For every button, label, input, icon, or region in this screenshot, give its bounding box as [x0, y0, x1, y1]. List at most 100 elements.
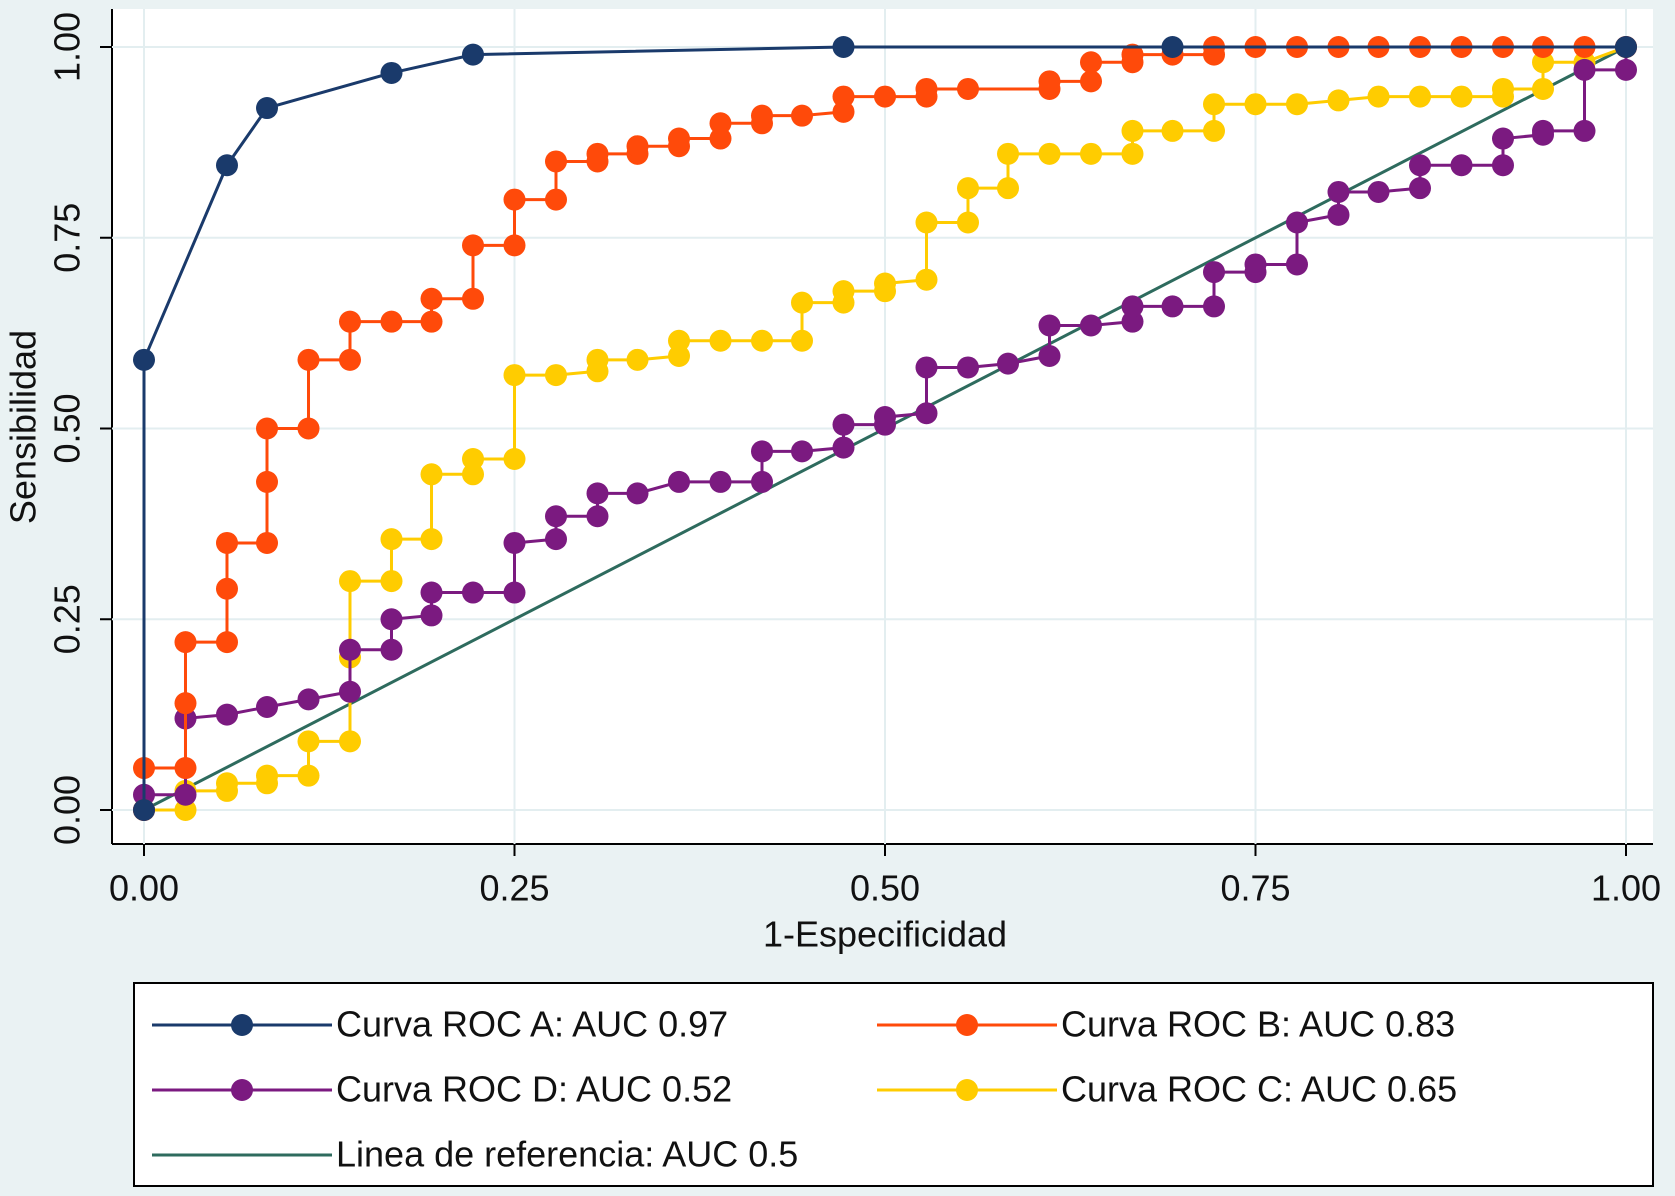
- point: [174, 799, 197, 821]
- x-tick-label: 0.00: [109, 868, 179, 909]
- point: [380, 608, 403, 631]
- point: [1038, 314, 1061, 337]
- point: [626, 348, 649, 371]
- point: [586, 482, 609, 505]
- point: [1450, 154, 1473, 177]
- legend-marker: [231, 1014, 253, 1036]
- point: [1038, 142, 1061, 165]
- point: [256, 470, 279, 493]
- point: [462, 287, 485, 310]
- point: [297, 764, 320, 787]
- point: [380, 310, 403, 333]
- point: [832, 36, 855, 58]
- point: [832, 436, 855, 459]
- point: [338, 570, 361, 593]
- point: [544, 364, 567, 387]
- point: [626, 135, 649, 158]
- point: [1121, 310, 1144, 333]
- point: [791, 440, 814, 463]
- point: [420, 310, 443, 333]
- point: [832, 85, 855, 108]
- point: [1079, 314, 1102, 337]
- point: [1327, 89, 1350, 112]
- point: [1203, 119, 1226, 142]
- point: [791, 104, 814, 127]
- point: [215, 631, 238, 654]
- point: [174, 692, 197, 715]
- point: [956, 77, 979, 100]
- point: [1409, 177, 1432, 200]
- legend-label: Linea de referencia: AUC 0.5: [336, 1134, 798, 1175]
- point: [750, 470, 773, 493]
- point: [997, 142, 1020, 165]
- y-tick-label: 0.25: [47, 584, 88, 654]
- point: [750, 440, 773, 463]
- point: [544, 505, 567, 528]
- legend-label: Curva ROC C: AUC 0.65: [1061, 1069, 1457, 1110]
- point: [215, 154, 238, 177]
- point: [1327, 203, 1350, 226]
- point: [420, 604, 443, 627]
- y-tick-label: 1.00: [47, 12, 88, 82]
- point: [1532, 77, 1555, 100]
- point: [420, 463, 443, 486]
- point: [874, 406, 896, 429]
- point: [1079, 70, 1102, 93]
- point: [1409, 85, 1432, 108]
- point: [503, 581, 526, 604]
- legend-label: Curva ROC B: AUC 0.83: [1061, 1004, 1455, 1045]
- point: [503, 364, 526, 387]
- legend-marker: [956, 1014, 978, 1036]
- point: [297, 688, 320, 711]
- x-tick-label: 0.50: [850, 868, 920, 909]
- point: [297, 348, 320, 371]
- point: [462, 463, 485, 486]
- point: [297, 417, 320, 440]
- point: [997, 352, 1020, 375]
- point: [668, 345, 691, 368]
- point: [1121, 142, 1144, 165]
- x-tick-label: 0.25: [479, 868, 549, 909]
- point: [956, 211, 979, 234]
- point: [626, 482, 649, 505]
- x-axis-title: 1-Especificidad: [763, 914, 1007, 955]
- y-tick-label: 0.00: [47, 775, 88, 845]
- point: [544, 188, 567, 211]
- point: [915, 402, 938, 425]
- legend-marker: [231, 1079, 253, 1101]
- point: [380, 528, 403, 551]
- point: [420, 528, 443, 551]
- y-axis-title: Sensibilidad: [3, 330, 44, 524]
- point: [709, 470, 732, 493]
- point: [1203, 261, 1226, 284]
- point: [215, 531, 238, 554]
- point: [462, 448, 485, 471]
- point: [1573, 58, 1596, 81]
- point: [174, 783, 197, 806]
- point: [338, 348, 361, 371]
- point: [1285, 253, 1308, 276]
- point: [709, 329, 732, 352]
- point: [338, 310, 361, 333]
- point: [503, 448, 526, 471]
- point: [1161, 119, 1184, 142]
- point: [668, 127, 691, 150]
- point: [874, 272, 896, 295]
- point: [1615, 58, 1637, 81]
- point: [915, 211, 938, 234]
- point: [1409, 154, 1432, 177]
- point: [174, 757, 197, 780]
- point: [1532, 51, 1555, 74]
- point: [133, 348, 155, 371]
- point: [586, 348, 609, 371]
- point: [915, 77, 938, 100]
- point: [380, 61, 403, 84]
- point: [338, 730, 361, 753]
- point: [215, 703, 238, 726]
- point: [668, 470, 691, 493]
- point: [1285, 93, 1308, 116]
- point: [215, 577, 238, 600]
- point: [915, 268, 938, 291]
- point: [1161, 295, 1184, 318]
- legend-label: Curva ROC A: AUC 0.97: [336, 1004, 728, 1045]
